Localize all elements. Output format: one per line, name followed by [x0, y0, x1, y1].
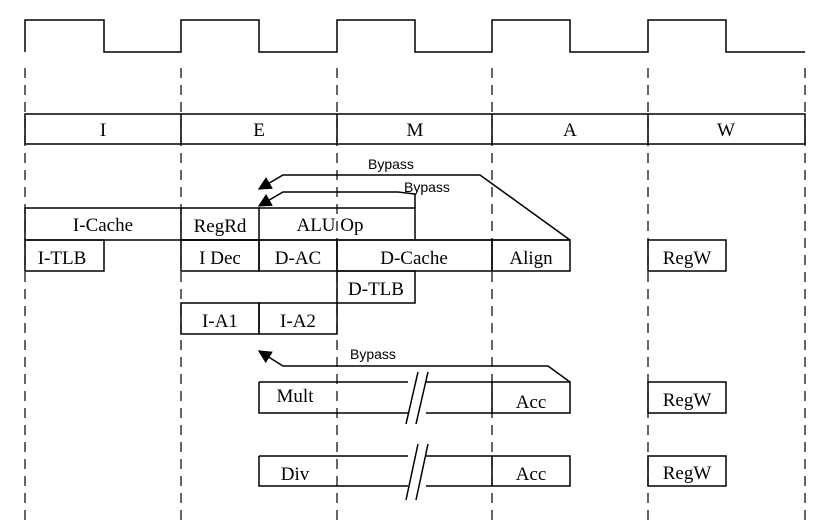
regrd-label: RegRd: [194, 216, 247, 237]
regw-block-1: [647, 239, 727, 272]
bypass-label-3: Bypass: [350, 346, 396, 362]
acc-label-2: Acc: [516, 464, 547, 485]
bypass-label-1: Bypass: [368, 156, 414, 172]
alu-op-block: [259, 207, 416, 240]
regw-label-3: RegW: [663, 463, 712, 484]
i-a2-block: [258, 302, 338, 335]
stage-label-m: M: [407, 120, 424, 141]
div-break-mark: [415, 443, 429, 501]
i-tlb-block: [24, 239, 105, 272]
stage-label-w: W: [717, 120, 735, 141]
row-mult: Mult Acc RegW: [258, 371, 727, 425]
clock-waveform: [24, 19, 805, 53]
row-icache: I-Cache RegRd ALU Op: [24, 207, 416, 241]
bypass-label-2: Bypass: [404, 179, 450, 195]
mult-break-mark: [415, 371, 429, 425]
alu-op-label: ALU Op: [296, 215, 363, 236]
div-label: Div: [281, 464, 310, 485]
bypass-arrow-mult: [257, 350, 571, 383]
align-block: [491, 239, 571, 272]
stage-header-box: [24, 113, 806, 145]
regw-block-2: [647, 381, 727, 414]
mult-break-gap: [408, 378, 426, 418]
i-tlb-label: I-TLB: [38, 248, 87, 269]
stage-label-i: I: [100, 120, 106, 141]
regw-label-1: RegW: [663, 248, 712, 269]
i-dec-label: I Dec: [199, 248, 241, 269]
bypass-arrow-alu: [257, 191, 416, 208]
i-cache-label: I-Cache: [73, 215, 133, 236]
regw-block-3: [647, 455, 727, 487]
d-tlb-block: [336, 270, 416, 304]
i-a2-label: I-A2: [280, 311, 316, 332]
d-cache-label: D-Cache: [380, 248, 448, 269]
acc-label-1: Acc: [516, 392, 547, 413]
align-label: Align: [509, 248, 553, 269]
bypass-arrow-align: [257, 174, 571, 241]
d-tlb-label: D-TLB: [348, 279, 404, 300]
mult-label: Mult: [277, 386, 315, 407]
div-block: [258, 455, 571, 487]
d-ac-label: D-AC: [275, 248, 321, 269]
stage-label-a: A: [563, 120, 577, 141]
i-a1-label: I-A1: [202, 311, 238, 332]
div-break-mark: [405, 443, 419, 501]
row-decode: I-TLB I Dec D-AC D-Cache Align RegW: [24, 239, 727, 272]
bypass-paths-top: Bypass Bypass: [257, 156, 571, 241]
row-int-add: I-A1 I-A2: [180, 302, 338, 335]
mult-break-mark: [405, 371, 419, 425]
regw-label-2: RegW: [663, 390, 712, 411]
i-cache-block: [24, 207, 181, 240]
mult-block: [258, 381, 571, 414]
stage-header-row: I E M A W: [24, 113, 806, 145]
row-div: Div Acc RegW: [258, 443, 727, 501]
stage-label-e: E: [253, 120, 265, 141]
div-break-gap: [408, 452, 426, 490]
